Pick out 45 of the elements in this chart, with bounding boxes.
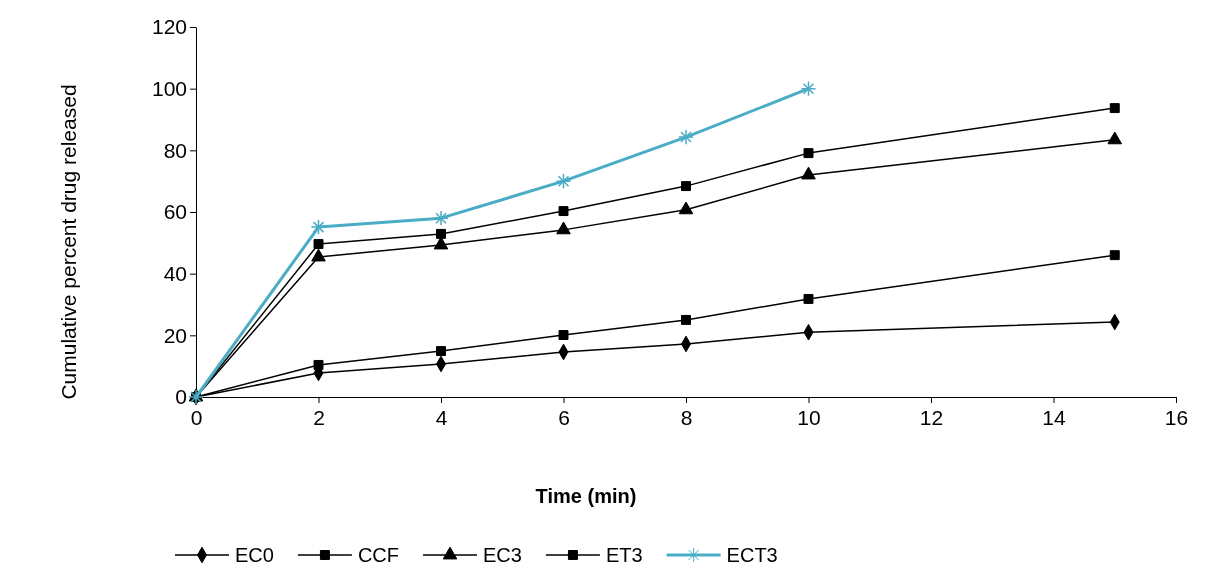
x-tick-label: 14 <box>1042 405 1066 429</box>
point <box>555 173 572 189</box>
point <box>558 330 569 340</box>
point <box>681 314 691 325</box>
y-tick-label: 80 <box>163 138 187 162</box>
point <box>433 236 449 250</box>
x-tick-label: 10 <box>797 405 821 429</box>
point <box>1109 250 1120 261</box>
point <box>436 346 446 357</box>
y-tick-label: 40 <box>163 261 187 285</box>
legend-label: ET3 <box>605 544 643 566</box>
x-tick-label: 4 <box>435 405 448 429</box>
legend-label: EC3 <box>483 544 522 566</box>
x-tick-label: 16 <box>1164 405 1189 429</box>
x-tick-label: 12 <box>919 405 944 429</box>
x-axis-title: Time (min) <box>535 485 637 507</box>
y-tick-label: 0 <box>175 385 187 409</box>
legend-label: ECT3 <box>726 544 778 566</box>
point <box>801 166 816 180</box>
point <box>558 206 569 217</box>
legend-label: CCF <box>357 544 400 566</box>
point <box>1107 131 1123 145</box>
y-axis-title: Cumulative percent drug released <box>57 84 80 400</box>
point <box>678 201 694 215</box>
point <box>803 148 814 159</box>
y-tick-label: 20 <box>163 323 187 347</box>
point <box>681 181 691 192</box>
point <box>678 129 694 145</box>
point <box>1109 103 1120 114</box>
x-tick-label: 2 <box>313 405 325 429</box>
point <box>803 293 814 304</box>
y-tick-label: 60 <box>163 200 187 224</box>
point <box>313 359 324 370</box>
legend-label: EC0 <box>235 544 274 566</box>
y-tick-label: 120 <box>151 15 187 39</box>
point <box>433 210 449 226</box>
y-tick-label: 100 <box>151 76 187 100</box>
point <box>800 80 817 97</box>
point <box>311 248 326 262</box>
x-tick-label: 8 <box>680 405 693 429</box>
x-tick-label: 6 <box>558 405 570 429</box>
point <box>556 221 571 235</box>
point <box>436 228 446 239</box>
point <box>313 239 324 250</box>
x-tick-label: 0 <box>190 405 203 429</box>
